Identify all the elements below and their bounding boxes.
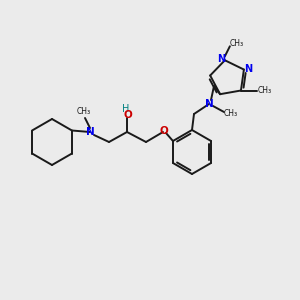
Text: O: O	[160, 126, 168, 136]
Text: O: O	[124, 110, 132, 120]
Text: N: N	[85, 127, 94, 137]
Text: N: N	[244, 64, 252, 74]
Text: CH₃: CH₃	[224, 110, 238, 118]
Text: CH₃: CH₃	[77, 106, 91, 116]
Text: CH₃: CH₃	[258, 86, 272, 95]
Text: N: N	[217, 54, 225, 64]
Text: N: N	[205, 99, 213, 109]
Text: H: H	[122, 104, 130, 114]
Text: CH₃: CH₃	[230, 39, 244, 48]
